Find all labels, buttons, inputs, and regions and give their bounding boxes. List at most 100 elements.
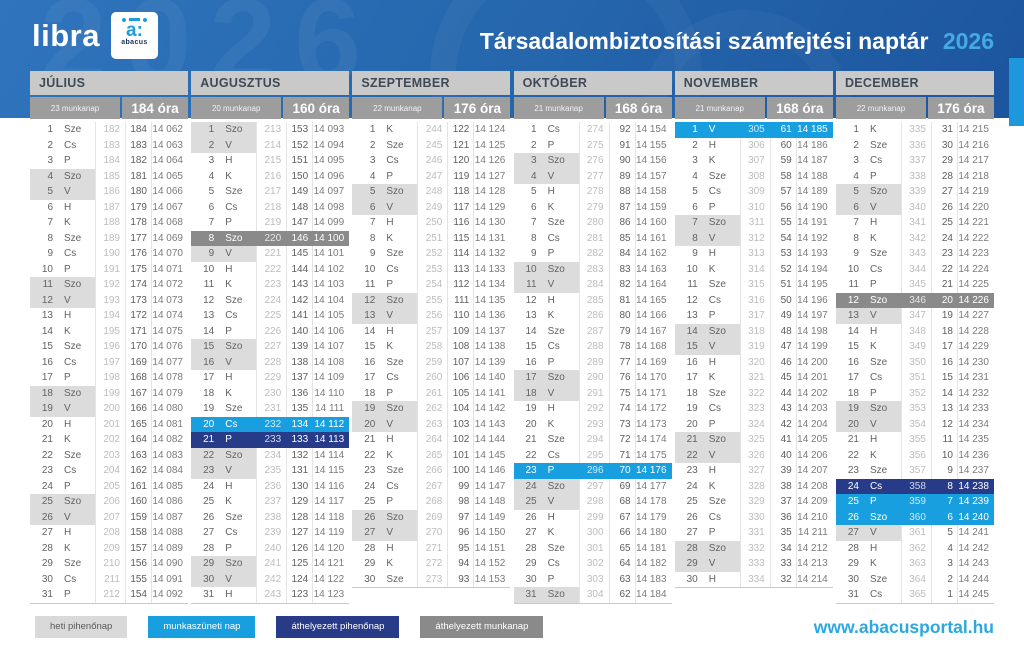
day-row: 7 K 188 178 14 068 [30, 215, 188, 231]
day-abbr: Sze [386, 465, 404, 476]
day-row: 20 V 354 12 14 234 [835, 416, 994, 432]
day-abbr: K [869, 558, 877, 569]
day-number: 10 [364, 263, 376, 275]
day-row: 28 Szo 332 34 14 212 [674, 540, 833, 556]
day-of-year: 228 [256, 354, 286, 370]
day-of-year: 253 [417, 261, 447, 277]
day-row: 31 P 212 154 14 092 [30, 587, 188, 603]
day-of-year: 284 [578, 277, 609, 293]
day-of-year: 183 [95, 137, 125, 153]
day-number: 22 [674, 447, 701, 463]
day-of-year: 363 [900, 556, 931, 572]
day-abbr: Sze [547, 542, 565, 554]
day-abbr: V [378, 416, 418, 432]
day-row: 17 P 198 168 14 078 [30, 370, 188, 386]
day-number: 8 [531, 232, 537, 244]
day-abbr: H [225, 372, 233, 383]
day-of-year: 316 [739, 292, 770, 308]
day-number: 28 [525, 542, 537, 554]
day-of-year: 333 [739, 556, 770, 572]
day-abbr: V [217, 463, 257, 479]
day-row: 4 K 216 150 14 096 [191, 168, 349, 184]
day-of-year: 184 [95, 153, 125, 169]
serial-number: 14 098 [312, 199, 349, 215]
day-of-year: 340 [900, 199, 931, 215]
day-number: 15 [674, 339, 701, 355]
serial-number: 14 221 [956, 215, 994, 231]
day-abbr: K [708, 372, 716, 383]
day-row: 18 P 261 105 14 141 [352, 385, 510, 401]
day-number: 9 [692, 248, 698, 259]
serial-number: 14 062 [151, 122, 188, 138]
serial-number: 14 244 [956, 571, 994, 587]
day-row: 23 V 235 131 14 115 [191, 463, 349, 479]
serial-number: 14 155 [634, 137, 672, 153]
day-row: 3 K 307 59 14 187 [675, 153, 833, 169]
day-of-year: 300 [578, 525, 609, 541]
day-row: 15 Szo 227 139 14 107 [191, 339, 349, 355]
serial-number: 14 169 [634, 354, 672, 370]
day-of-year: 255 [417, 292, 447, 308]
serial-number: 14 147 [473, 478, 510, 494]
days-remaining: 163 [125, 447, 151, 463]
day-number: 28 [847, 542, 859, 554]
days-remaining: 89 [608, 168, 635, 184]
day-abbr: Sze [869, 573, 888, 585]
serial-number: 14 226 [958, 294, 989, 306]
serial-number: 14 242 [956, 540, 994, 556]
days-remaining: 23 [930, 246, 957, 262]
day-number: 5 [692, 186, 698, 197]
days-remaining: 158 [125, 525, 151, 541]
day-of-year: 244 [417, 122, 447, 138]
serial-number: 14 239 [958, 496, 989, 507]
portal-link[interactable]: www.abacusportal.hu [813, 617, 994, 637]
day-abbr: Szo [56, 494, 95, 510]
days-remaining: 33 [769, 556, 796, 572]
serial-number: 14 138 [473, 339, 510, 355]
day-number: 17 [686, 372, 698, 383]
day-row: 2 V 214 152 14 094 [191, 137, 349, 153]
serial-number: 14 222 [956, 230, 994, 246]
serial-number: 14 064 [151, 153, 188, 169]
day-row: 26 Szo 360 6 14 240 [835, 509, 994, 525]
days-remaining: 28 [930, 168, 957, 184]
day-of-year: 265 [417, 447, 447, 463]
day-row: 21 K 202 164 14 082 [30, 432, 188, 448]
day-number: 2 [47, 139, 53, 151]
day-number: 28 [41, 542, 53, 554]
serial-number: 14 245 [956, 587, 994, 603]
day-abbr: Szo [217, 556, 257, 572]
day-row: 4 P 247 119 14 127 [352, 168, 510, 184]
day-of-year: 350 [900, 354, 931, 370]
serial-number: 14 086 [151, 494, 188, 510]
day-row: 18 K 230 136 14 110 [191, 385, 349, 401]
day-of-year: 302 [578, 556, 609, 572]
day-row: 26 Szo 269 97 14 149 [352, 509, 510, 525]
day-abbr: Szo [378, 292, 418, 308]
day-abbr: K [386, 341, 394, 352]
day-row: 27 H 208 158 14 088 [30, 525, 188, 541]
serial-number: 14 195 [795, 277, 833, 293]
serial-number: 14 084 [151, 463, 188, 479]
day-abbr: Cs [547, 232, 560, 244]
day-row: 10 H 222 144 14 102 [191, 261, 349, 277]
days-remaining: 96 [447, 525, 473, 541]
day-row: 8 Cs 281 85 14 161 [514, 230, 672, 246]
days-remaining: 19 [930, 308, 957, 324]
serial-number: 14 231 [956, 370, 994, 386]
day-number: 27 [835, 525, 862, 541]
serial-number: 14 162 [634, 246, 672, 262]
day-of-year: 344 [900, 261, 931, 277]
day-row: 1 K 335 31 14 215 [836, 122, 994, 138]
serial-number: 14 228 [956, 323, 994, 339]
day-number: 12 [847, 294, 859, 306]
day-row: 21 P 233 133 14 113 [191, 432, 350, 448]
day-row: 8 Sze 189 177 14 069 [30, 230, 188, 246]
days-remaining: 53 [769, 246, 796, 262]
days-remaining: 37 [769, 494, 796, 510]
days-remaining: 180 [125, 184, 151, 200]
day-row: 30 Sze 273 93 14 153 [352, 571, 510, 587]
day-abbr: H [708, 465, 716, 476]
day-abbr: Cs [64, 139, 77, 151]
days-remaining: 137 [286, 370, 312, 386]
